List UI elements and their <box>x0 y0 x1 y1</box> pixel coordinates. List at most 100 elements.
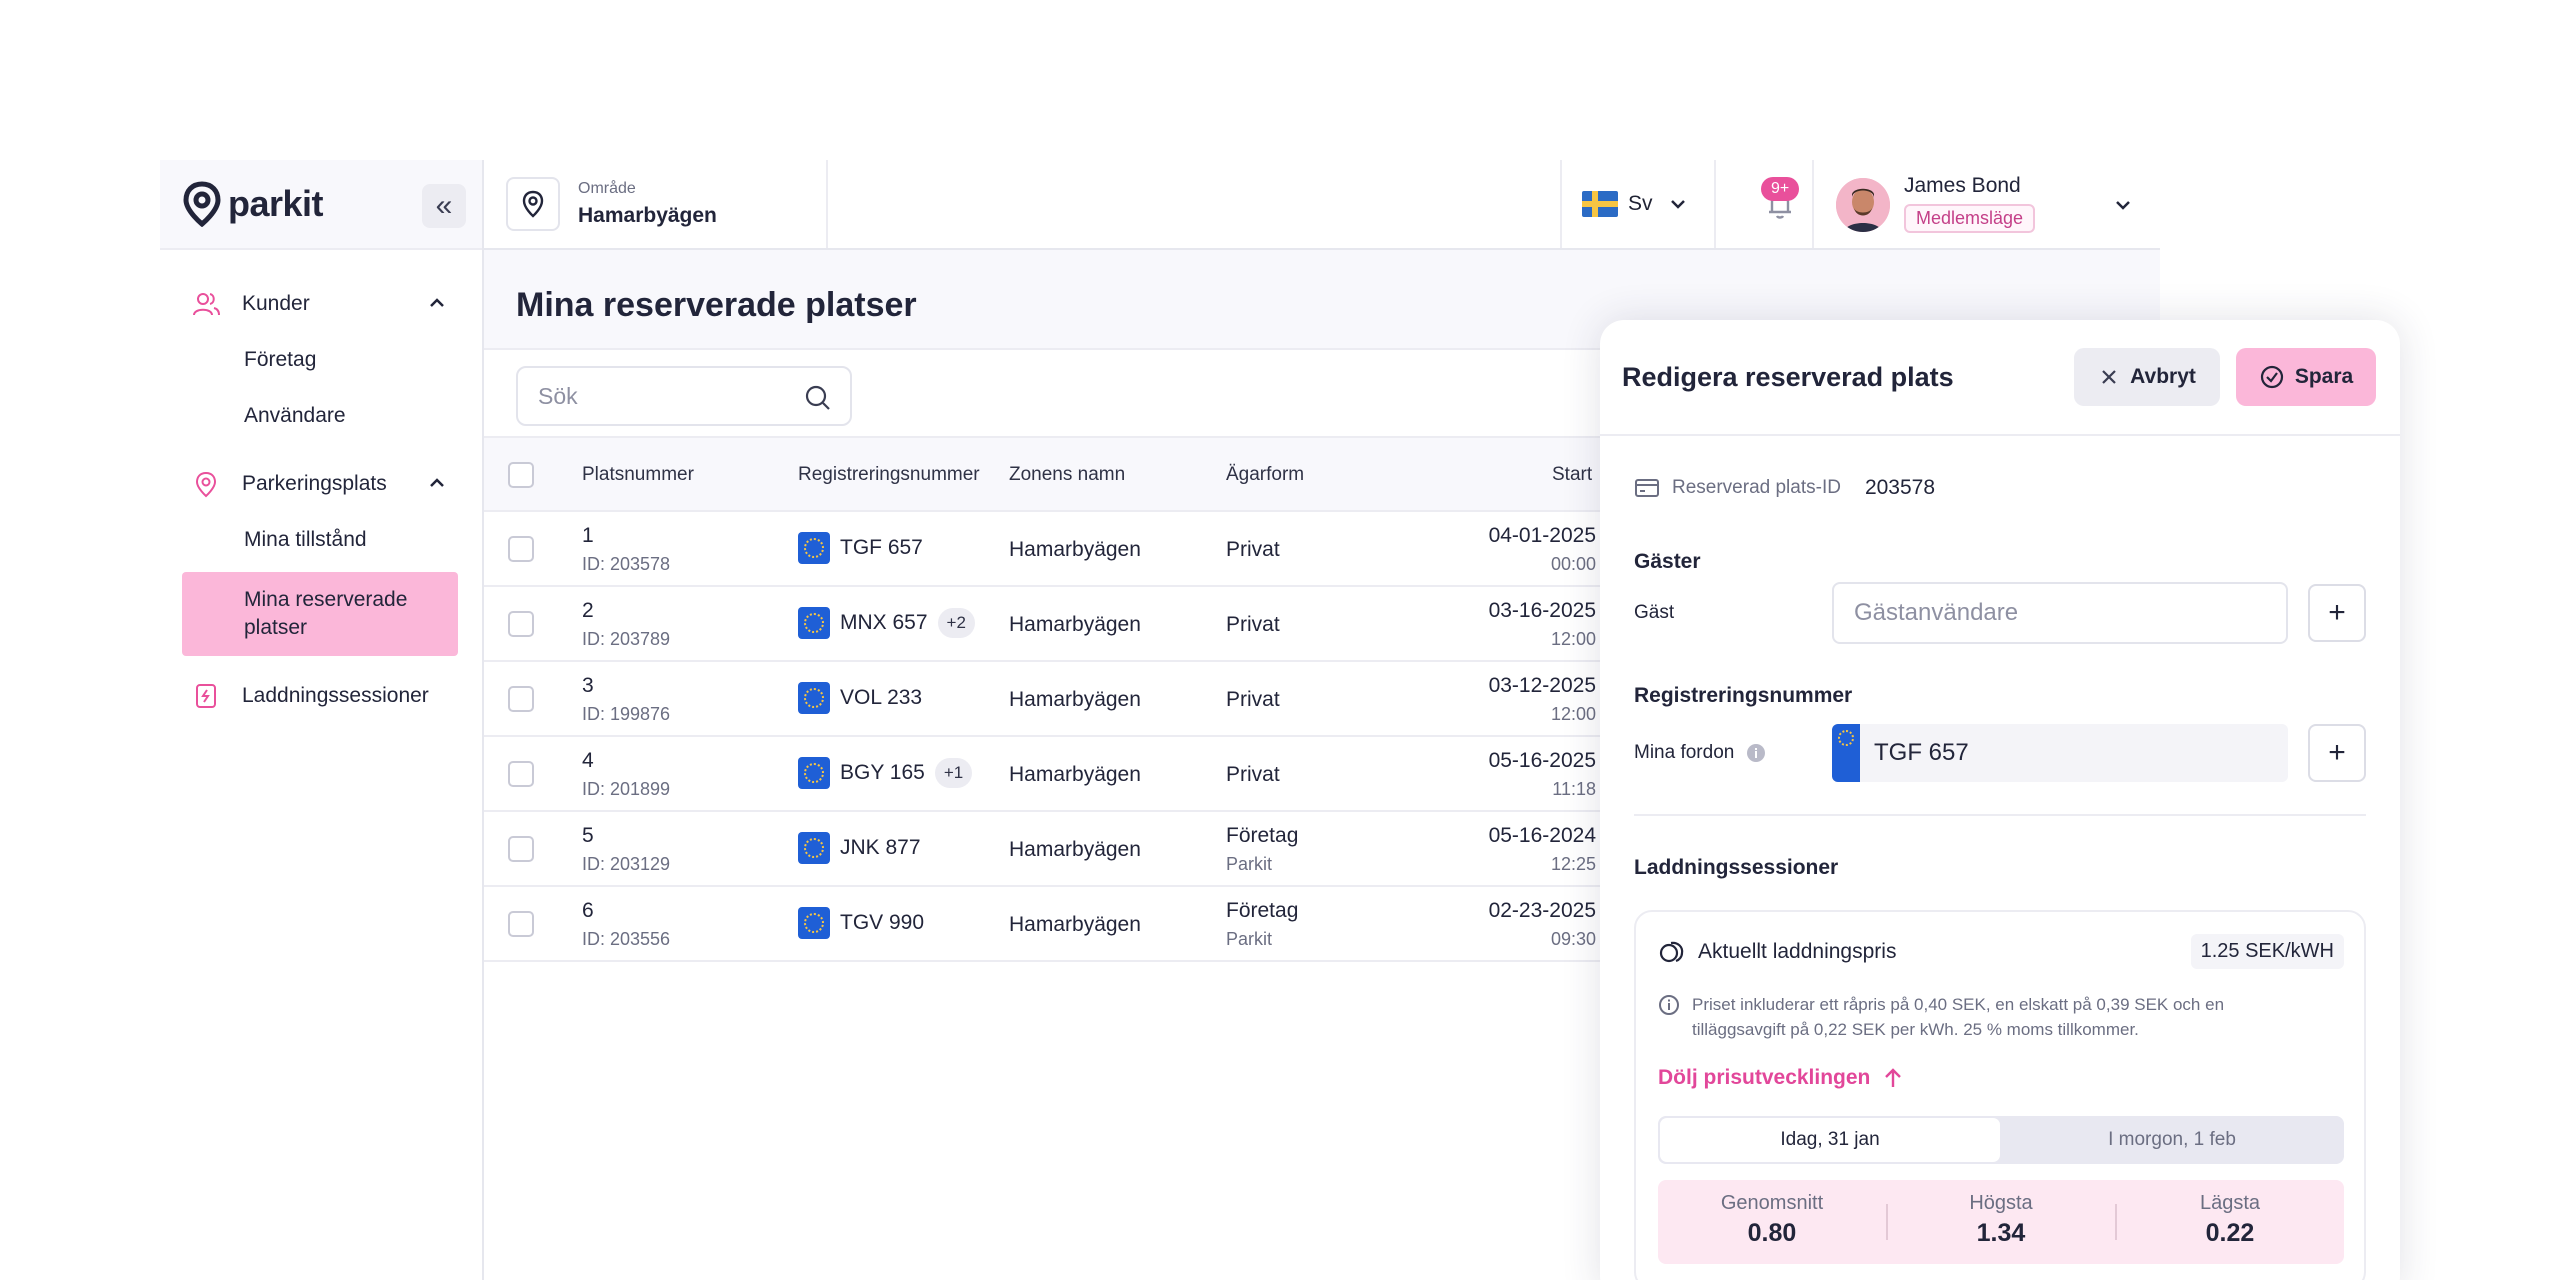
close-icon <box>2102 370 2116 384</box>
nav-group-label: Kunder <box>242 292 310 315</box>
row-checkbox[interactable] <box>508 611 534 637</box>
row-checkbox[interactable] <box>508 686 534 712</box>
more-plates-badge[interactable]: +1 <box>934 758 973 788</box>
cancel-button[interactable]: Avbryt <box>2074 348 2220 406</box>
charging-price-card: Aktuellt laddningspris 1.25 SEK/kWH Pris… <box>1634 910 2366 1280</box>
save-label: Spara <box>2294 365 2354 388</box>
stat-lowest: Lägsta 0.22 <box>2116 1192 2344 1248</box>
row-checkbox[interactable] <box>508 536 534 562</box>
spot-id: ID: 203556 <box>582 929 671 949</box>
zone-name: Hamarbyägen <box>1009 613 1141 636</box>
info-icon[interactable] <box>1746 743 1766 763</box>
start-time: 12:25 <box>1550 854 1596 874</box>
spot-id: ID: 201899 <box>582 779 671 799</box>
table-row[interactable]: 1 ID: 203578 TGF 657 Hamarbyägen Privat 04-01… <box>484 512 2160 587</box>
start-date: 02-23-2025 <box>1488 899 1596 922</box>
plate-number: TGV 990 <box>840 911 925 934</box>
row-checkbox[interactable] <box>508 911 534 937</box>
chevron-down-icon[interactable] <box>2112 194 2134 216</box>
arrow-up-icon <box>1885 1068 1902 1087</box>
plate-cell: TGF 657 <box>798 532 923 564</box>
plate-number: BGY 165 <box>840 761 925 784</box>
plate-number: JNK 877 <box>840 836 921 859</box>
eu-plate-icon <box>798 757 830 789</box>
vehicle-plate-value: TGF 657 <box>1874 739 1969 766</box>
sidebar-item-mina-reserverade-platser[interactable]: Mina reserverade platser <box>182 572 458 656</box>
nav-group-label: Laddningssessioner <box>242 684 429 707</box>
table-row[interactable]: 6 ID: 203556 TGV 990 Hamarbyägen Företag Park… <box>484 887 2160 962</box>
plate-number: MNX 657 <box>840 611 928 634</box>
area-icon-box <box>506 177 560 231</box>
area-selector[interactable]: Område Hamarbyägen <box>484 160 828 248</box>
more-plates-badge[interactable]: +2 <box>937 608 975 638</box>
column-header-platsnummer: Platsnummer <box>582 464 694 485</box>
tab-tomorrow[interactable]: I morgon, 1 feb <box>2108 1129 2236 1150</box>
credit-card-icon <box>1635 479 1659 497</box>
info-circle-icon <box>1659 995 1679 1015</box>
save-button[interactable]: Spara <box>2236 348 2376 406</box>
chevron-down-icon <box>1670 200 1685 209</box>
sidebar-item-foretag[interactable]: Företag <box>244 348 317 371</box>
table-row[interactable]: 3 ID: 199876 VOL 233 Hamarbyägen Privat 03-12… <box>484 662 2160 737</box>
row-checkbox[interactable] <box>508 761 534 787</box>
brand-header: parkit « <box>160 160 482 250</box>
vehicles-label-wrap: Mina fordon <box>1634 742 1766 764</box>
spot-id: ID: 203578 <box>582 554 671 574</box>
user-avatar-icon <box>1836 178 1890 232</box>
add-vehicle-button[interactable]: + <box>2308 724 2366 782</box>
nav-group-kunder[interactable]: Kunder <box>160 276 482 332</box>
add-guest-button[interactable]: + <box>2308 584 2366 642</box>
start-time: 00:00 <box>1550 554 1596 574</box>
tab-today[interactable]: Idag, 31 jan <box>1660 1118 2000 1162</box>
sidebar-item-anvandare[interactable]: Användare <box>244 404 346 427</box>
table-row[interactable]: 4 ID: 201899 BGY 165 +1 Hamarbyägen Privat 05-… <box>484 737 2160 812</box>
plate-number: TGF 657 <box>840 536 923 559</box>
owner-type: Privat <box>1226 763 1280 786</box>
sidebar-item-mina-tillstand[interactable]: Mina tillstånd <box>244 528 367 551</box>
stat-label: Lägsta <box>2199 1192 2261 1214</box>
spot-number: 4 <box>582 749 594 772</box>
divider <box>1812 160 1814 248</box>
chevron-up-icon <box>430 298 444 307</box>
row-checkbox[interactable] <box>508 836 534 862</box>
coins-icon <box>1659 941 1684 963</box>
column-header-start: Start <box>1552 464 1593 485</box>
owner-type: Privat <box>1226 538 1280 561</box>
chevron-up-icon <box>430 478 444 487</box>
table-row[interactable]: 2 ID: 203789 MNX 657 +2 Hamarbyägen Privat 03-… <box>484 587 2160 662</box>
start-time: 11:18 <box>1552 779 1596 799</box>
table-row[interactable]: 5 ID: 203129 JNK 877 Hamarbyägen Företag Park… <box>484 812 2160 887</box>
collapse-sidebar-button[interactable]: « <box>422 184 466 228</box>
column-header-registreringsnummer: Registreringsnummer <box>798 464 980 485</box>
plate-cell: JNK 877 <box>798 832 921 864</box>
avatar[interactable] <box>1836 178 1890 232</box>
search-input[interactable]: Sök <box>516 366 852 426</box>
owner-company: Parkit <box>1226 929 1273 949</box>
user-role-badge: Medlemsläge <box>1904 204 2036 233</box>
spot-number: 2 <box>582 599 594 622</box>
stat-value: 0.80 <box>1747 1219 1797 1247</box>
area-label: Område <box>578 180 636 197</box>
sidebar-nav: Kunder Företag Användare Parkeringsplats… <box>160 250 482 724</box>
toggle-link-label: Dölj prisutvecklingen <box>1658 1066 1871 1089</box>
zone-name: Hamarbyägen <box>1009 538 1141 561</box>
zone-name: Hamarbyägen <box>1009 913 1141 936</box>
area-value: Hamarbyägen <box>578 204 717 227</box>
plate-cell: VOL 233 <box>798 682 922 714</box>
language-selector[interactable]: Sv <box>1560 160 1716 248</box>
plus-icon: + <box>2328 596 2346 629</box>
toggle-price-history-link[interactable]: Dölj prisutvecklingen <box>1658 1066 1904 1090</box>
start-date: 05-16-2024 <box>1488 824 1596 847</box>
price-stats: Genomsnitt 0.80 Högsta 1.34 Lägsta 0.22 <box>1658 1180 2344 1264</box>
nav-group-label: Parkeringsplats <box>242 472 387 495</box>
spot-number: 6 <box>582 899 594 922</box>
select-all-checkbox[interactable] <box>508 462 534 488</box>
start-time: 09:30 <box>1550 929 1596 949</box>
user-name: James Bond <box>1904 174 2021 197</box>
nav-group-parkeringsplats[interactable]: Parkeringsplats <box>160 456 482 512</box>
guest-input[interactable]: Gästanvändare <box>1832 582 2288 644</box>
eu-plate-icon <box>798 532 830 564</box>
vehicle-plate-field[interactable]: TGF 657 <box>1832 724 2288 782</box>
start-time: 12:00 <box>1550 629 1596 649</box>
nav-group-laddningssessioner[interactable]: Laddningssessioner <box>160 668 482 724</box>
